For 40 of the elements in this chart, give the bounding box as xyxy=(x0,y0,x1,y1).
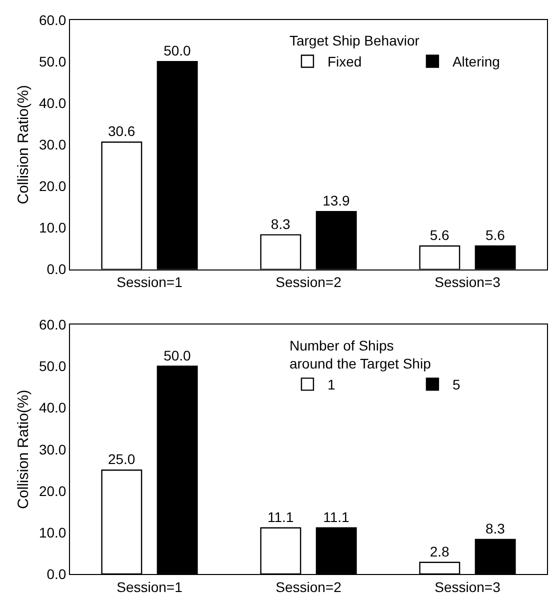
data-label: 2.8 xyxy=(430,543,450,560)
data-label: 30.6 xyxy=(108,123,136,140)
data-label: 11.1 xyxy=(267,508,294,525)
y-axis-title: Collision Ratio(%) xyxy=(15,85,32,204)
x-tick-label: Session=2 xyxy=(276,578,342,595)
y-tick-label: 0.0 xyxy=(46,261,66,278)
legend-label: Altering xyxy=(452,54,500,70)
legend-label: 5 xyxy=(452,376,460,393)
legend-label: Fixed xyxy=(327,54,362,70)
data-label: 5.6 xyxy=(485,227,506,244)
y-tick-label: 60.0 xyxy=(38,12,66,28)
data-label: 50.0 xyxy=(164,347,192,364)
y-tick-label: 60.0 xyxy=(38,316,66,333)
legend-title: Number of Ships around the Target Ship xyxy=(289,337,432,372)
legend-title: Target Ship Behavior xyxy=(289,32,420,49)
y-tick-label: 0.0 xyxy=(46,566,66,582)
legend-label: 1 xyxy=(327,376,336,393)
x-tick-label: Session=3 xyxy=(434,578,501,595)
y-tick-label: 20.0 xyxy=(38,178,66,194)
y-tick-label: 10.0 xyxy=(38,220,66,236)
y-tick-label: 40.0 xyxy=(38,400,66,416)
x-tick-label: Session=1 xyxy=(116,578,183,595)
y-tick-label: 30.0 xyxy=(38,441,66,458)
x-tick-label: Session=2 xyxy=(276,274,342,290)
data-label: 11.1 xyxy=(323,508,350,525)
y-axis-title: Collision Ratio(%) xyxy=(15,390,32,509)
y-tick-label: 50.0 xyxy=(38,53,66,70)
x-tick-label: Session=1 xyxy=(116,274,183,290)
y-tick-label: 50.0 xyxy=(38,358,66,374)
y-tick-label: 30.0 xyxy=(38,136,66,153)
x-tick-label: Session=3 xyxy=(434,274,501,290)
data-label: 25.0 xyxy=(108,451,136,468)
data-label: 50.0 xyxy=(164,42,192,59)
data-label: 8.3 xyxy=(485,520,506,537)
y-tick-label: 10.0 xyxy=(38,524,66,540)
y-tick-label: 40.0 xyxy=(38,95,66,111)
y-tick-label: 20.0 xyxy=(38,482,66,499)
data-label: 13.9 xyxy=(322,192,350,209)
data-label: 5.6 xyxy=(430,227,450,244)
data-label: 8.3 xyxy=(270,216,291,232)
